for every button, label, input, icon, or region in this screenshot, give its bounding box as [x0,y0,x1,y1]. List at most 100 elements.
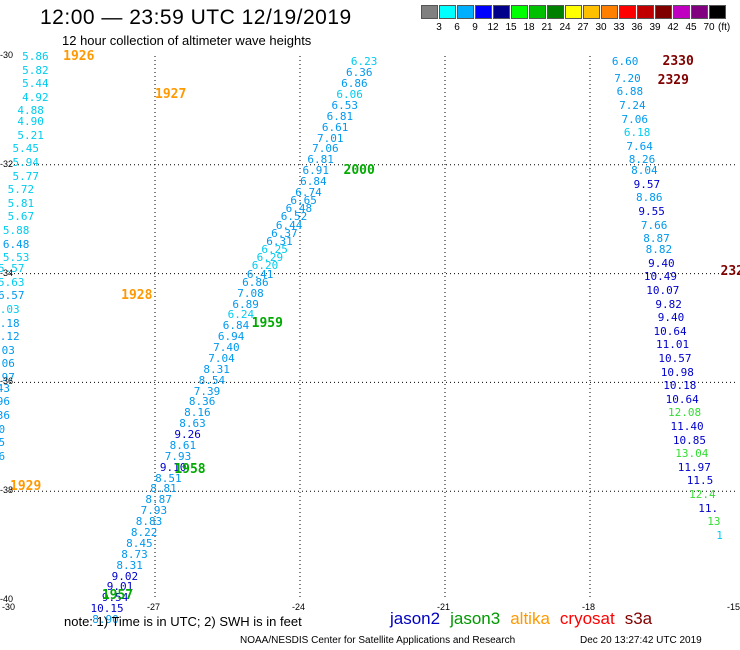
wave-height-observation: 7.08 [237,286,264,300]
wave-height-observation: 8.31 [203,362,230,376]
wave-height-observation: 6.65 [290,194,317,208]
page-subtitle: 12 hour collection of altimeter wave hei… [62,33,312,48]
colorbar-swatch [637,5,654,19]
wave-height-observation: 8.36 [188,395,216,409]
colorbar-tick-label: 18 [523,22,535,33]
pass-time-label: 1926 [63,49,95,64]
wave-height-observation: 6.37 [271,226,298,240]
wave-height-observation: 7.06 [0,357,15,371]
wave-height-observation: 7.24 [619,98,646,112]
wave-height-observation: 6.41 [246,267,274,281]
wave-height-observation: 11.5 [686,474,714,488]
wave-height-observation: 5.82 [22,63,49,77]
wave-height-observation: 6.20 [251,259,279,273]
wave-height-observation: 6.94 [217,330,245,344]
wave-height-observation: 8.31 [116,558,143,572]
wave-height-observation: 10.98 [660,365,694,379]
wave-height-observation: 6.81 [326,109,354,123]
wave-height-observation: 7.96 [0,395,10,409]
wave-height-observation: 6.25 [261,243,288,257]
wave-height-observation: 9.26 [174,428,201,442]
wave-height-observation: 8.87 [145,493,172,507]
colorbar-swatch [691,5,708,19]
wave-height-observation: 8.45 [126,536,153,550]
wave-height-observation: 10.18 [663,379,697,393]
wave-height-observation: 5.21 [17,128,44,142]
legend-satellite-cryosat: cryosat [559,609,615,628]
wave-height-observation: 11.97 [677,460,711,474]
legend-satellite-altika: altika [510,609,550,628]
colorbar-swatch [421,5,438,19]
wave-height-observation: 7.93 [164,449,192,463]
colorbar-tick-label: 9 [472,22,478,33]
latitude-tick-label: -32 [0,158,14,169]
wave-height-observation: 8.63 [179,417,206,431]
wave-height-observation: 8.51 [155,471,182,485]
colorbar-tick-label: 33 [613,22,625,33]
colorbar-tick-label: 27 [577,22,589,33]
latitude-tick-label: -40 [0,594,14,604]
wave-height-observation: 6.23 [350,55,378,69]
wave-height-observation: 9.02 [111,569,139,583]
colorbar-tick-label: 45 [685,22,697,33]
wave-height-observation: 9.82 [655,297,682,311]
wave-height-observation: 6.97 [0,370,15,384]
pass-time-label: 2330 [662,54,694,70]
wave-height-observation: 7.93 [140,504,168,518]
wave-height-observation: 6.36 [346,66,373,80]
wave-height-observation: 8.87 [643,232,670,246]
wave-height-observation: 6.86 [341,77,368,91]
wave-height-observation: 9.55 [638,205,665,219]
wave-height-observation: 6.84 [300,175,327,189]
colorbar-swatch [655,5,672,19]
colorbar-swatch [529,5,546,19]
wave-height-observation: 10.85 [672,433,706,447]
wave-height-observation: 10.57 [658,351,692,365]
wave-height-observation: 8.16 [184,406,211,420]
wave-height-observation: 12.08 [668,406,702,420]
longitude-tick-label: -24 [292,602,306,612]
wave-height-observation: 8.61 [169,438,197,452]
wave-height-observation: 13 [707,515,721,529]
wave-height-observation: 7.20 [614,71,641,85]
wave-height-observation: 8.81 [150,482,177,496]
latitude-tick-label: -38 [0,485,14,496]
latitude-tick-label: -36 [0,376,14,387]
wave-height-observation: 8.36 [0,409,10,423]
colorbar-swatch [565,5,582,19]
wave-height-observation: 8.04 [631,164,658,178]
wave-height-observation: 8.54 [198,373,226,387]
colorbar-swatch [709,5,726,19]
wave-height-observation: 6.88 [616,85,644,99]
wave-height-observation: 6.89 [232,297,259,311]
wave-height-observation: 7.06 [312,142,339,156]
wave-height-observation: 10.07 [646,283,680,297]
wave-height-observation: 6.53 [331,98,359,112]
wave-height-observation: 10.15 [90,602,124,616]
legend-satellite-s3a: s3a [624,609,653,628]
wave-height-observation: 7.66 [640,218,668,232]
pass-time-label: 1958 [174,462,206,478]
longitude-tick-label: -18 [582,602,596,612]
wave-height-observation: 10.64 [665,392,699,406]
longitude-tick-label: -27 [147,602,161,612]
wave-height-observation: 8.90 [92,613,119,627]
wave-height-observation: 8.73 [121,547,148,561]
wave-height-observation: 5.67 [7,210,35,224]
wave-height-observation: 6.24 [227,308,255,322]
colorbar-swatch [457,5,474,19]
wave-height-observation: 10.49 [643,270,677,284]
colorbar-tick-label: 3 [436,22,442,33]
wave-height-observation: 5.57 [0,262,25,276]
wave-height-observation: 5.94 [12,156,40,170]
colorbar-tick-label: 15 [505,22,517,33]
wave-height-observation: 6.61 [321,120,349,134]
colorbar-swatch [583,5,600,19]
colorbar-swatch [601,5,618,19]
wave-height-observation: 4.90 [17,115,44,129]
longitude-tick-label: -30 [2,602,16,612]
longitude-tick-label: -21 [437,602,451,612]
colorbar-swatch [439,5,456,19]
wave-height-observation: 6.84 [222,319,250,333]
colorbar-swatch [547,5,564,19]
